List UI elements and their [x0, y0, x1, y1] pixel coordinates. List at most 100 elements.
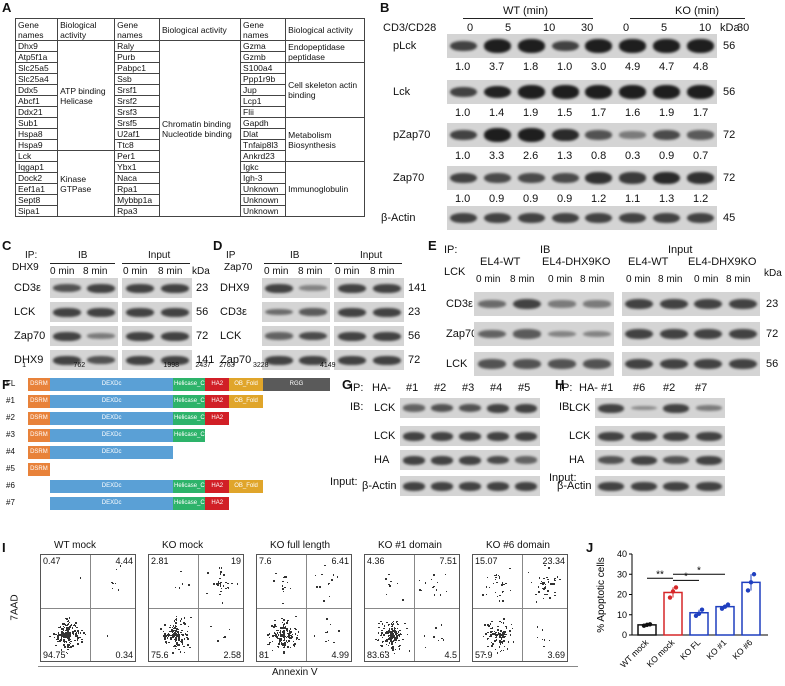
blot-band	[160, 307, 189, 317]
panel-letter-e: E	[428, 238, 437, 253]
event-dot	[495, 574, 498, 576]
event-dot	[60, 639, 62, 641]
event-dot	[70, 624, 73, 626]
event-dot	[388, 630, 390, 632]
q-lr-value: 2.58	[223, 650, 241, 660]
event-dot	[55, 633, 57, 636]
blot-band	[663, 455, 690, 465]
event-dot	[387, 631, 389, 633]
blot-band	[430, 481, 454, 491]
event-dot	[281, 635, 283, 637]
blot-band	[585, 212, 613, 224]
event-dot	[503, 633, 505, 635]
blot-band	[430, 431, 454, 441]
event-dot	[387, 632, 389, 634]
gene-cell: Abcf1	[14, 95, 59, 107]
blot-strip	[447, 34, 717, 58]
blot-band	[551, 212, 579, 224]
event-dot	[173, 627, 175, 630]
event-dot	[68, 628, 70, 630]
event-dot	[284, 642, 286, 644]
blot-band	[514, 456, 538, 464]
time-0: 0 min	[694, 274, 719, 285]
time-0: 0 min	[335, 266, 360, 277]
event-dot	[390, 623, 393, 625]
domain-dexdc: DEXDc	[49, 446, 174, 459]
event-dot	[75, 631, 78, 634]
panel-letter-h: H	[555, 377, 565, 392]
domain-dsrm: DSRM	[28, 429, 50, 442]
event-dot	[72, 632, 74, 635]
time-8: 8 min	[83, 266, 108, 277]
table-header: Biological activity	[57, 18, 116, 41]
event-dot	[187, 638, 189, 640]
event-dot	[219, 582, 222, 585]
event-dot	[58, 626, 60, 629]
event-dot	[493, 640, 496, 643]
event-dot	[491, 620, 493, 623]
event-dot	[385, 630, 388, 633]
input-label: Input	[148, 250, 171, 261]
event-dot	[390, 635, 393, 637]
gene-cell: Srsf5	[114, 117, 160, 129]
event-dot	[162, 630, 165, 633]
kda-value: 56	[766, 358, 779, 370]
ip-label: IP:	[25, 250, 38, 261]
event-dot	[392, 629, 394, 632]
ko-label: EL4-DHX9KO	[688, 256, 757, 268]
event-dot	[496, 595, 499, 598]
event-dot	[544, 587, 546, 589]
event-dot	[500, 638, 503, 640]
event-dot	[393, 631, 396, 634]
event-dot	[164, 638, 166, 640]
event-dot	[176, 635, 178, 638]
event-dot	[64, 636, 66, 638]
blot-band	[125, 355, 154, 365]
blot-band	[695, 481, 722, 491]
input-blot	[622, 322, 760, 346]
blot-band	[486, 431, 510, 441]
ib-blot	[262, 350, 330, 370]
event-dot	[61, 631, 63, 633]
event-dot	[181, 638, 183, 641]
event-dot	[283, 652, 285, 654]
event-dot	[492, 582, 495, 585]
event-dot	[549, 597, 551, 599]
domain-dexdc: DEXDc	[49, 480, 174, 493]
time-point-label: 10	[543, 22, 556, 34]
blot-band	[663, 403, 690, 413]
event-dot	[543, 645, 545, 648]
event-dot	[284, 586, 286, 588]
event-dot	[487, 624, 489, 626]
ko-time-label: KO (min)	[675, 5, 719, 17]
event-dot	[164, 637, 167, 639]
event-dot	[218, 567, 221, 569]
blot-row-label: LCK	[374, 402, 396, 414]
event-dot	[503, 645, 506, 648]
event-dot	[277, 645, 279, 648]
kda-value: 141	[196, 354, 215, 366]
event-dot	[169, 626, 171, 629]
event-dot	[391, 634, 393, 636]
blot-row-label: LCK	[569, 430, 591, 442]
gene-cell: Unknown	[240, 183, 287, 195]
event-dot	[496, 633, 498, 636]
kda-value: 141	[408, 282, 427, 294]
event-dot	[175, 638, 177, 640]
event-dot	[393, 628, 396, 630]
event-dot	[314, 574, 317, 577]
event-dot	[498, 600, 501, 602]
event-dot	[392, 640, 395, 642]
blot-band	[458, 481, 482, 491]
event-dot	[383, 634, 385, 636]
kda-label: kDa	[192, 266, 210, 277]
event-dot	[294, 633, 297, 635]
blot-band	[582, 300, 611, 308]
event-dot	[172, 636, 174, 638]
blot-band	[160, 331, 189, 341]
gene-table-container: Gene names Biological activity Gene name…	[14, 18, 365, 217]
event-dot	[67, 644, 69, 646]
event-dot	[396, 636, 398, 638]
input-blot	[122, 278, 192, 298]
gene-cell: U2af1	[114, 128, 160, 140]
